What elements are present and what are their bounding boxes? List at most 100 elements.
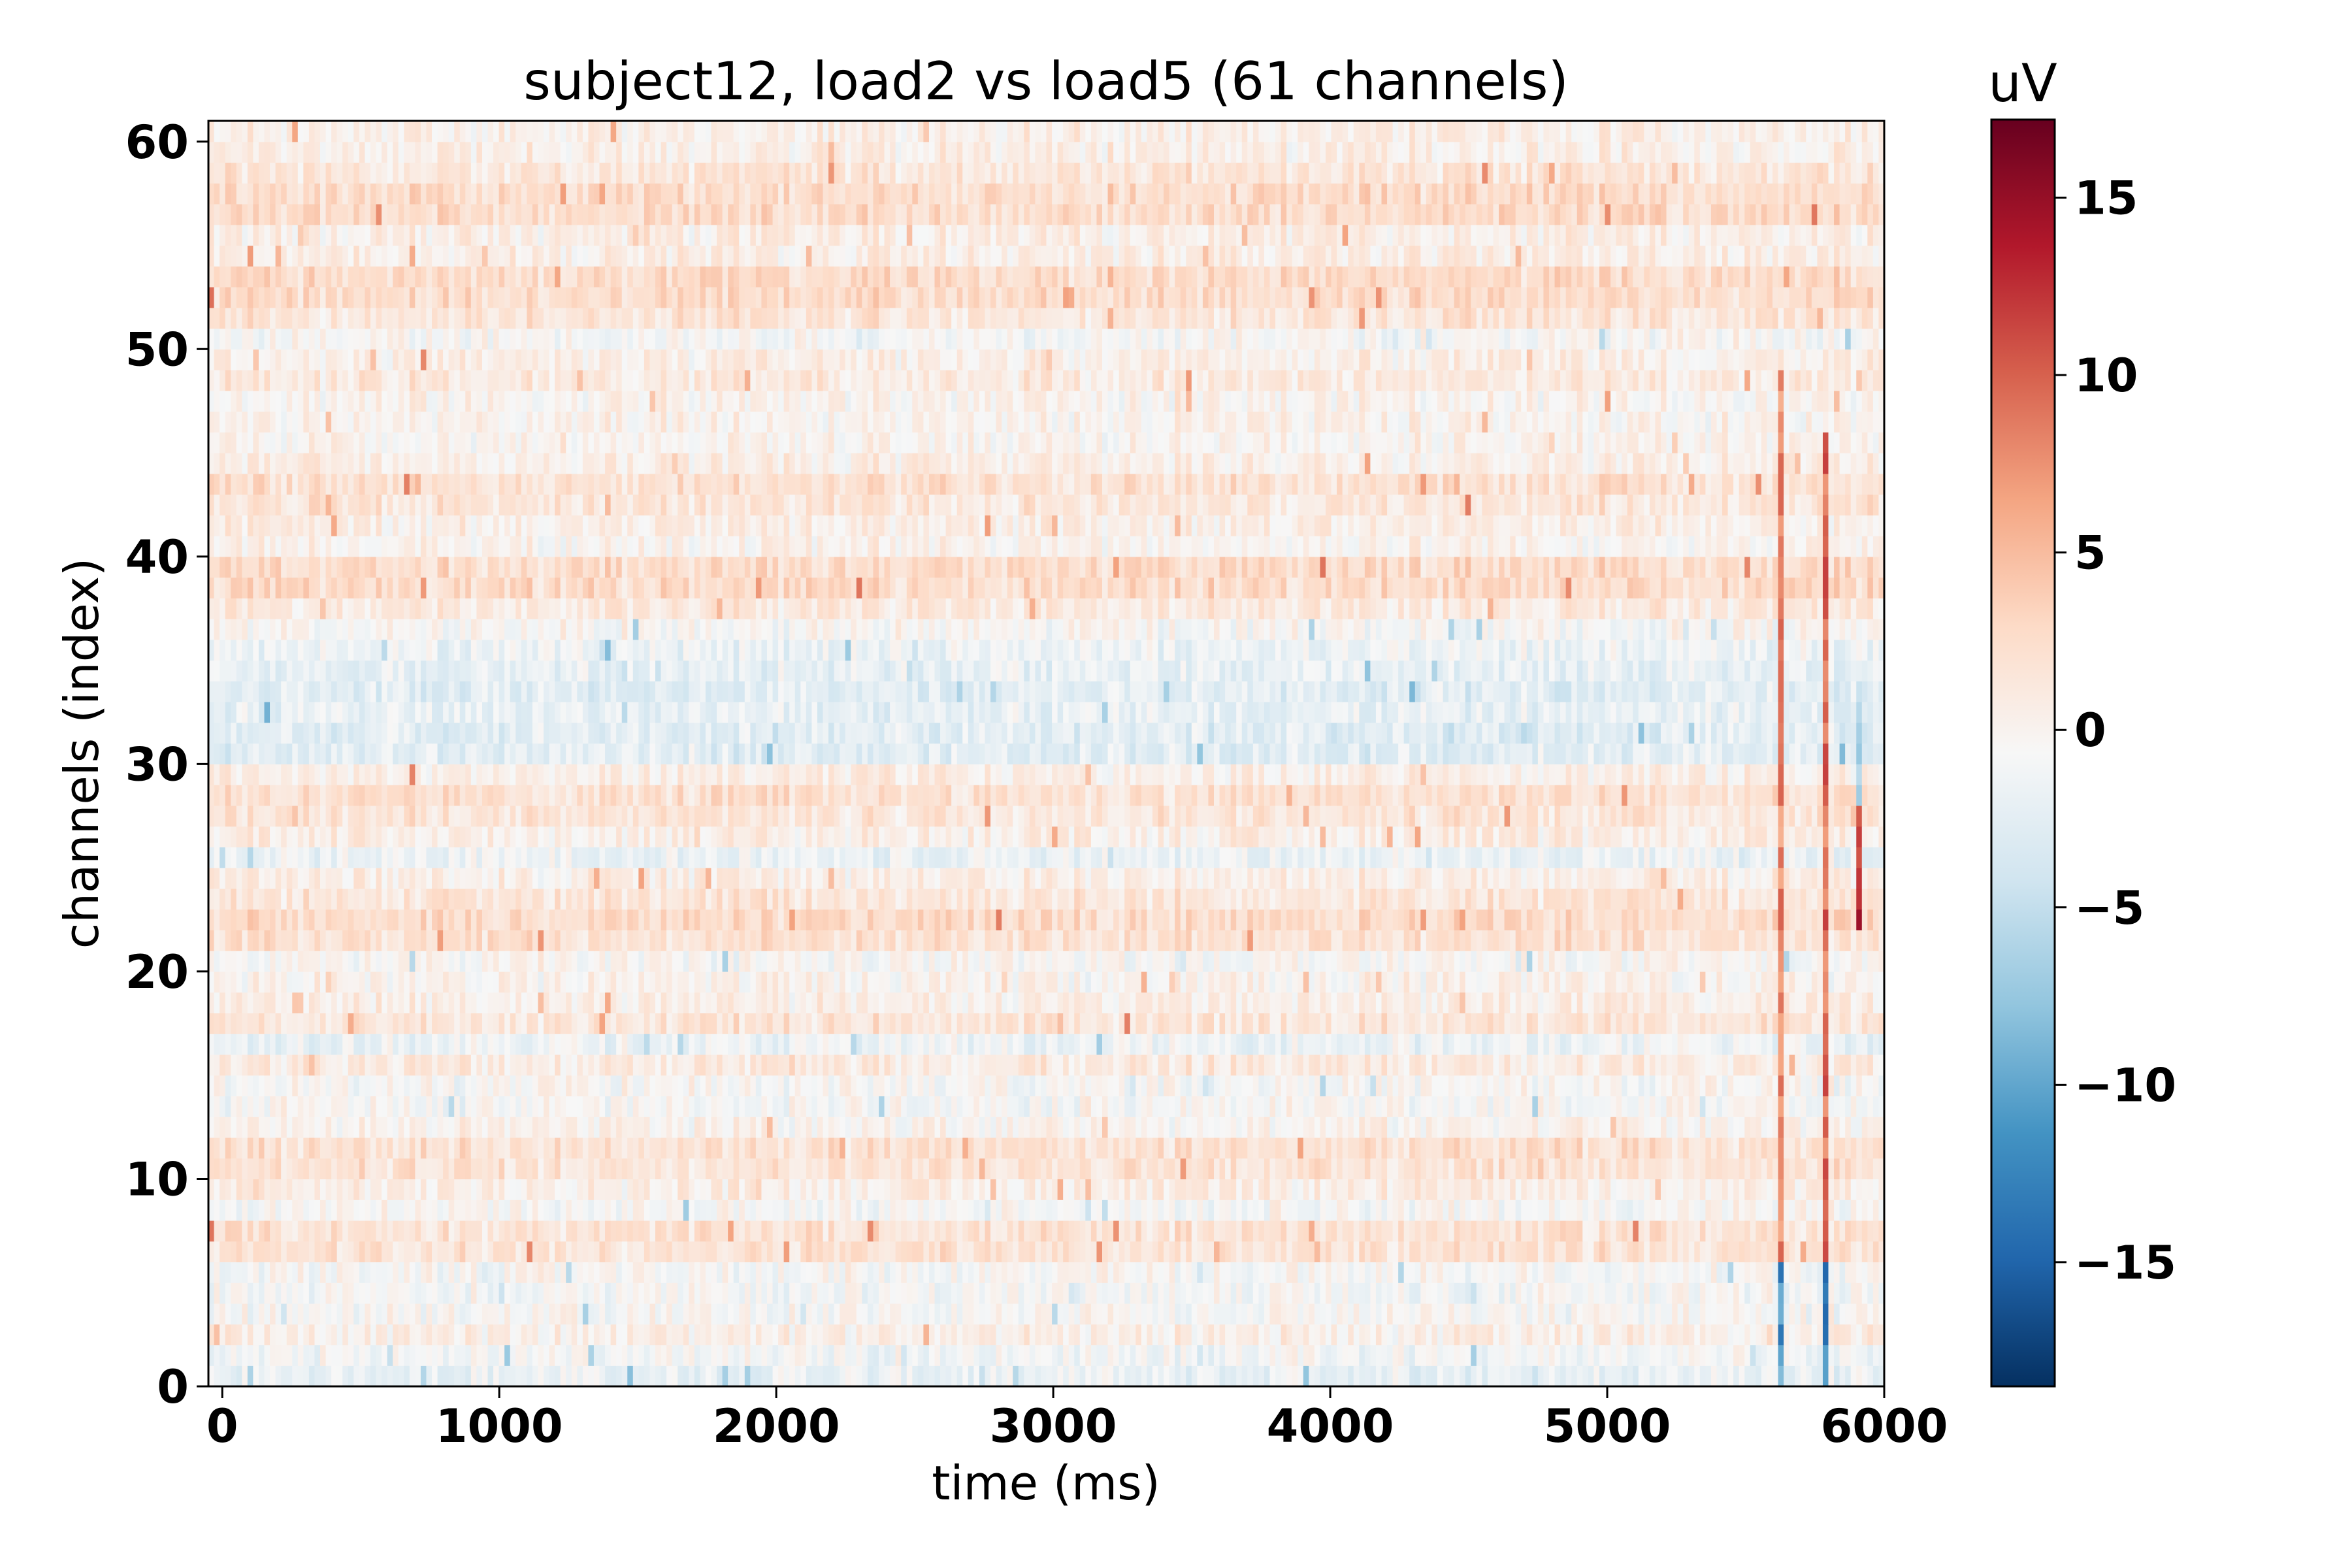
heatmap-cell [1231, 1179, 1237, 1200]
heatmap-cell [1119, 1179, 1125, 1200]
heatmap-cell [1856, 1179, 1862, 1200]
heatmap-cell [1477, 1200, 1482, 1220]
heatmap-cell [1102, 1179, 1108, 1200]
heatmap-cell [1181, 1303, 1186, 1324]
heatmap-cell [728, 1200, 734, 1220]
heatmap-cell [432, 1179, 438, 1200]
heatmap-cell [1834, 1117, 1840, 1137]
heatmap-cell [287, 1200, 293, 1220]
heatmap-cell [1538, 1220, 1544, 1241]
heatmap-cell [1002, 1324, 1007, 1345]
heatmap-cell [1588, 1262, 1594, 1282]
heatmap-cell [912, 1220, 918, 1241]
heatmap-cell [532, 1075, 538, 1096]
heatmap-cell [577, 1345, 583, 1365]
heatmap-cell [1152, 1137, 1158, 1158]
heatmap-cell [1851, 1117, 1857, 1137]
heatmap-cell [868, 1137, 874, 1158]
heatmap-cell [1465, 1282, 1471, 1303]
heatmap-cell [1393, 1345, 1399, 1365]
heatmap-cell [309, 1075, 315, 1096]
heatmap-cell [521, 1179, 527, 1200]
heatmap-cell [337, 1262, 343, 1282]
heatmap-cell [1197, 1220, 1203, 1241]
heatmap-cell [281, 1303, 287, 1324]
heatmap-cell [1242, 1303, 1248, 1324]
heatmap-cell [438, 1220, 444, 1241]
heatmap-cell [220, 1034, 225, 1054]
heatmap-cell [1465, 1365, 1471, 1386]
heatmap-cell [1778, 1282, 1784, 1303]
heatmap-cell [750, 1365, 756, 1386]
heatmap-cell [1778, 1200, 1784, 1220]
heatmap-cell [845, 1137, 851, 1158]
heatmap-cell [979, 1200, 985, 1220]
heatmap-cell [588, 1303, 594, 1324]
heatmap-cell [1214, 1241, 1220, 1262]
heatmap-cell [404, 1158, 410, 1179]
heatmap-cell [331, 1365, 337, 1386]
heatmap-cell [1655, 1262, 1661, 1282]
heatmap-cell [482, 1117, 488, 1137]
heatmap-cell [476, 1262, 482, 1282]
heatmap-cell [1404, 1282, 1410, 1303]
heatmap-cell [1175, 1179, 1181, 1200]
heatmap-cell [482, 1282, 488, 1303]
heatmap-cell [1181, 1324, 1186, 1345]
heatmap-cell [862, 1241, 868, 1262]
heatmap-cell [784, 1200, 790, 1220]
heatmap-cell [773, 1282, 779, 1303]
heatmap-cell [706, 1303, 711, 1324]
heatmap-cell [248, 1034, 253, 1054]
heatmap-cell [549, 1096, 555, 1117]
heatmap-cell [1437, 1158, 1443, 1179]
heatmap-cell [1610, 1200, 1616, 1220]
heatmap-cell [270, 1054, 276, 1075]
heatmap-cell [973, 1303, 979, 1324]
heatmap-cell [577, 1054, 583, 1075]
heatmap-cell [951, 1158, 957, 1179]
heatmap-cell [1862, 1220, 1868, 1241]
heatmap-cell [1616, 1241, 1622, 1262]
heatmap-cell [504, 1034, 510, 1054]
heatmap-cell [454, 1117, 460, 1137]
heatmap-cell [890, 1262, 896, 1282]
heatmap-cell [460, 1075, 466, 1096]
heatmap-cell [276, 1179, 282, 1200]
heatmap-cell [717, 1303, 723, 1324]
heatmap-cell [382, 1241, 387, 1262]
heatmap-cell [907, 1054, 913, 1075]
heatmap-cell [326, 1324, 332, 1345]
heatmap-cell [1214, 1075, 1220, 1096]
heatmap-cell [1494, 1324, 1499, 1345]
heatmap-cell [1085, 1200, 1091, 1220]
heatmap-cell [616, 1345, 622, 1365]
heatmap-cell [555, 1075, 561, 1096]
heatmap-cell [270, 1179, 276, 1200]
heatmap-cell [1158, 1262, 1164, 1282]
heatmap-cell [918, 1365, 924, 1386]
heatmap-cell [1437, 1117, 1443, 1137]
heatmap-cell [1320, 1241, 1326, 1262]
heatmap-cell [376, 1034, 382, 1054]
heatmap-cell [1700, 1220, 1706, 1241]
heatmap-cell [314, 1345, 320, 1365]
heatmap-cell [1365, 1324, 1371, 1345]
heatmap-cell [1326, 1054, 1331, 1075]
heatmap-cell [1538, 1303, 1544, 1324]
heatmap-cell [1242, 1179, 1248, 1200]
heatmap-cell [1867, 1220, 1873, 1241]
heatmap-cell [1236, 1054, 1242, 1075]
heatmap-cell [1030, 1262, 1036, 1282]
heatmap-cell [231, 1324, 237, 1345]
heatmap-cell [370, 1096, 376, 1117]
heatmap-cell [365, 1137, 370, 1158]
heatmap-cell [1527, 1200, 1533, 1220]
heatmap-cell [1041, 1117, 1047, 1137]
heatmap-cell [1627, 1220, 1633, 1241]
heatmap-cell [1275, 1324, 1281, 1345]
heatmap-cell [1264, 1096, 1270, 1117]
heatmap-cell [1409, 1324, 1415, 1345]
heatmap-cell [499, 1262, 505, 1282]
heatmap-cell [1063, 1179, 1069, 1200]
